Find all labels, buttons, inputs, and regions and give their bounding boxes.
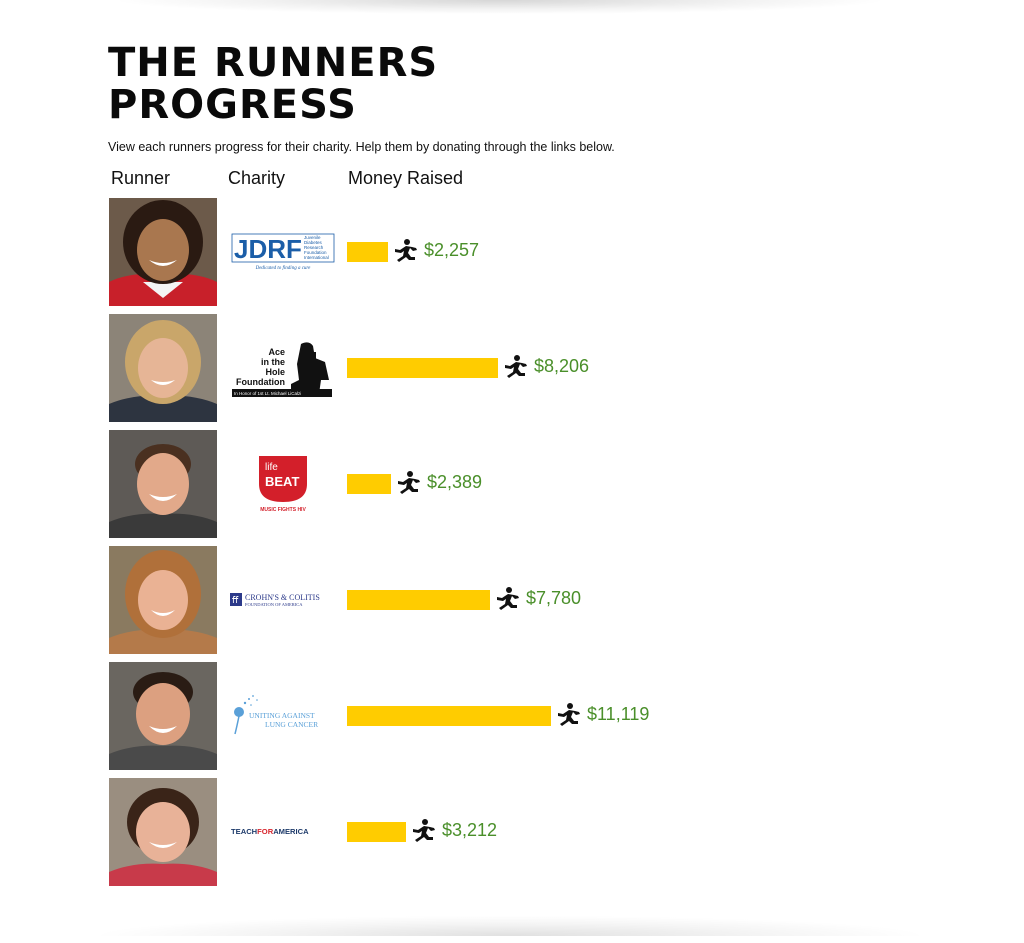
svg-text:In Honor of 1st Lt. Michael Li: In Honor of 1st Lt. Michael LiCalzi bbox=[234, 391, 301, 396]
progress-bar bbox=[347, 474, 391, 494]
amount-raised: $2,389 bbox=[427, 472, 483, 492]
runner-photo bbox=[109, 430, 217, 538]
bottom-shadow bbox=[100, 916, 920, 936]
top-shadow bbox=[120, 0, 880, 14]
svg-text:Foundation: Foundation bbox=[304, 250, 327, 255]
runner-row: UNITING AGAINST LUNG CANCER $11,119 bbox=[109, 662, 709, 770]
page-title-line-1: THE RUNNERS bbox=[108, 40, 439, 86]
runner-photo bbox=[109, 662, 217, 770]
runner-icon bbox=[395, 239, 417, 262]
progress-bar bbox=[347, 590, 490, 610]
amount-raised: $11,119 bbox=[587, 704, 650, 724]
svg-text:Hole: Hole bbox=[265, 367, 285, 377]
runner-row: life BEAT MUSIC FIGHTS HIV $2,389 bbox=[109, 430, 709, 538]
runner-icon bbox=[497, 587, 519, 610]
svg-text:TEACHFORAMERICA: TEACHFORAMERICA bbox=[231, 827, 309, 836]
progress-bar bbox=[347, 706, 551, 726]
svg-text:Juvenile: Juvenile bbox=[304, 235, 321, 240]
svg-text:Diabetes: Diabetes bbox=[304, 240, 323, 245]
runner-row: Ace in the Hole Foundation In Honor of 1… bbox=[109, 314, 709, 422]
runner-photo bbox=[109, 546, 217, 654]
runner-icon bbox=[413, 819, 435, 842]
amount-raised: $2,257 bbox=[424, 240, 480, 260]
svg-text:Dedicated to finding a cure: Dedicated to finding a cure bbox=[255, 266, 312, 271]
page-title: THE RUNNERS PROGRESS bbox=[108, 42, 438, 126]
charity-logo-teach-for-america[interactable]: TEACHFORAMERICA bbox=[229, 792, 337, 872]
amount-raised: $8,206 bbox=[534, 356, 590, 376]
intro-text: View each runners progress for their cha… bbox=[108, 140, 615, 154]
charity-logo-crohns-colitis[interactable]: ﬀ CROHN'S & COLITIS FOUNDATION OF AMERIC… bbox=[229, 560, 337, 640]
svg-text:ﬀ: ﬀ bbox=[232, 595, 239, 605]
charity-logo-lifebeat[interactable]: life BEAT MUSIC FIGHTS HIV bbox=[229, 444, 337, 524]
charity-logo-uniting-against-lung-cancer[interactable]: UNITING AGAINST LUNG CANCER bbox=[229, 676, 337, 756]
runner-row: JDRF Juvenile Diabetes Research Foundati… bbox=[109, 198, 709, 306]
amount-raised: $7,780 bbox=[526, 588, 582, 608]
runner-photo bbox=[109, 314, 217, 422]
svg-text:MUSIC FIGHTS HIV: MUSIC FIGHTS HIV bbox=[260, 507, 306, 513]
svg-text:International: International bbox=[304, 255, 329, 260]
progress-bar bbox=[347, 822, 406, 842]
column-header-charity: Charity bbox=[228, 168, 286, 188]
column-header-runner: Runner bbox=[111, 168, 171, 188]
charity-logo-ace-in-the-hole[interactable]: Ace in the Hole Foundation In Honor of 1… bbox=[229, 328, 337, 408]
svg-text:life: life bbox=[265, 462, 278, 473]
svg-text:LUNG CANCER: LUNG CANCER bbox=[265, 720, 318, 729]
page-title-line-2: PROGRESS bbox=[108, 82, 357, 128]
column-header-money-raised: Money Raised bbox=[348, 168, 464, 188]
svg-text:Ace: Ace bbox=[268, 347, 285, 357]
amount-raised: $3,212 bbox=[442, 820, 498, 840]
progress-bar bbox=[347, 242, 388, 262]
runner-photo bbox=[109, 778, 217, 886]
charity-logo-jdrf[interactable]: JDRF Juvenile Diabetes Research Foundati… bbox=[229, 212, 337, 292]
runner-icon bbox=[505, 355, 527, 378]
svg-text:in the: in the bbox=[261, 357, 285, 367]
jdrf-logo-main: JDRF bbox=[234, 234, 302, 264]
svg-text:CROHN'S & COLITIS: CROHN'S & COLITIS bbox=[245, 593, 320, 602]
runner-row: TEACHFORAMERICA $3,212 bbox=[109, 778, 709, 886]
svg-text:Foundation: Foundation bbox=[236, 377, 285, 387]
runner-photo bbox=[109, 198, 217, 306]
svg-text:UNITING AGAINST: UNITING AGAINST bbox=[249, 711, 315, 720]
runner-icon bbox=[398, 471, 420, 494]
progress-bar bbox=[347, 358, 498, 378]
runner-icon bbox=[558, 703, 580, 726]
svg-text:BEAT: BEAT bbox=[265, 474, 299, 489]
svg-text:Research: Research bbox=[304, 245, 324, 250]
runner-row: ﬀ CROHN'S & COLITIS FOUNDATION OF AMERIC… bbox=[109, 546, 709, 654]
svg-text:FOUNDATION OF AMERICA: FOUNDATION OF AMERICA bbox=[245, 602, 303, 607]
